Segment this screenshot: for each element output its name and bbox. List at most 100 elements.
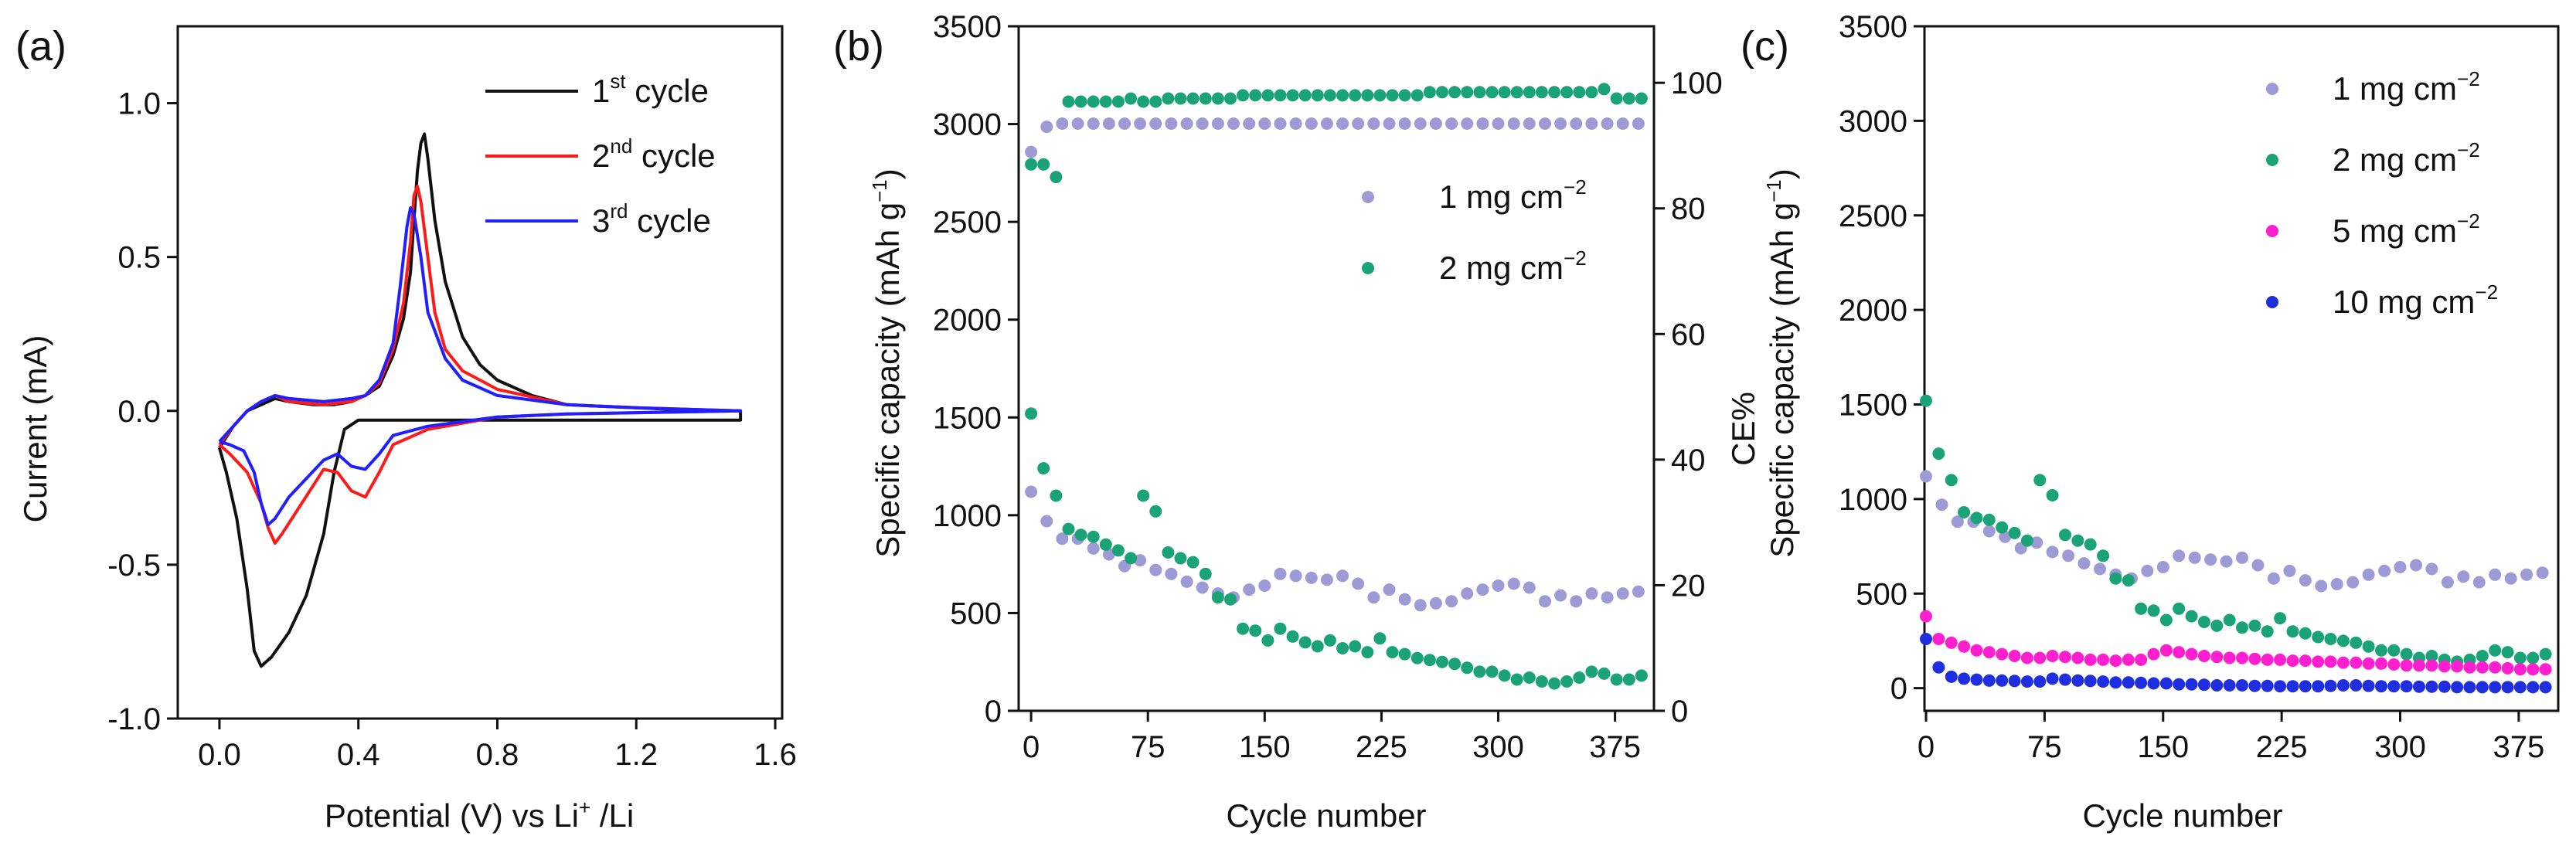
panel-a-plot-frame: [176, 25, 784, 720]
panel-c-point: [2084, 653, 2097, 666]
panel-b-point: [1616, 117, 1629, 130]
panel-c-y-tick-label: 2500: [1839, 199, 1907, 233]
panel-b-point: [1071, 117, 1084, 130]
panel-b-point: [1448, 86, 1462, 99]
panel-c-x-axis-title: Cycle number: [2082, 797, 2282, 834]
panel-c-y-tick-label: 3500: [1839, 10, 1907, 44]
panel-c-point: [1970, 511, 1983, 525]
panel-c-point: [2394, 561, 2407, 573]
panel-b-x-tick-label: 375: [1589, 730, 1641, 764]
panel-b-point: [1635, 92, 1648, 105]
panel-a-series: [217, 132, 743, 668]
panel-c-point: [2410, 559, 2422, 572]
panel-b-y2-axis-title: CE%: [1725, 392, 1761, 466]
panel-b-point: [1336, 117, 1349, 130]
panel-b-point: [1570, 117, 1583, 130]
panel-b-x-tick-label: 225: [1356, 730, 1407, 764]
panel-b-y-tick-label: 1500: [933, 401, 1002, 435]
panel-b-point: [1414, 117, 1427, 130]
panel-c-point: [2122, 676, 2135, 689]
panel-b-point: [1237, 89, 1250, 102]
panel-c-point: [2476, 681, 2489, 694]
panel-c-point: [2236, 679, 2248, 692]
panel-a-series-2nd-cycle: [218, 185, 743, 545]
panel-b-y2-tick-label: 80: [1671, 192, 1706, 226]
panel-a-x-tick-label: 1.6: [754, 738, 797, 772]
panel-a-y-tick-label: -0.5: [107, 549, 161, 583]
panel-c-point: [2122, 653, 2135, 666]
panel-b-point: [1165, 117, 1178, 130]
panel-b-point: [1429, 117, 1442, 130]
panel-b-point: [1548, 677, 1561, 690]
panel-c-point: [2387, 680, 2401, 693]
panel-b-point: [1523, 671, 1536, 684]
panel-b-point: [1305, 117, 1318, 130]
panel-a-legend: 1st cycle 2nd cycle 3rd cycle: [485, 70, 716, 239]
panel-b-point: [1211, 591, 1224, 604]
panel-c-y-tick-label: 2000: [1839, 294, 1907, 328]
panel-b-point: [1473, 86, 1486, 99]
panel-b-point: [1298, 636, 1312, 649]
panel-b-point: [1298, 89, 1312, 102]
panel-c-legend-label: 1 mg cm−2: [2333, 67, 2480, 107]
panel-c-point: [2062, 549, 2075, 562]
panel-a-y-axis-title: Current (mA): [17, 335, 53, 523]
panel-c-point: [2197, 650, 2210, 662]
panel-b-point: [1616, 587, 1629, 600]
panel-b-y2-tick-label: 100: [1671, 66, 1723, 100]
panel-b-x-tick-label: 150: [1239, 730, 1291, 764]
panel-c-y-tick-label: 0: [1890, 672, 1907, 706]
panel-b-point: [1436, 655, 1448, 668]
panel-c-point: [2046, 489, 2059, 501]
panel-c-point: [2173, 678, 2186, 691]
panel-b-point: [1485, 86, 1499, 99]
panel-c-point: [2274, 680, 2287, 693]
panel-b-point: [1249, 89, 1262, 102]
panel-c-point: [2476, 650, 2489, 662]
panel-c-point: [2020, 651, 2033, 664]
panel-b-point: [1492, 117, 1505, 130]
panel-a-axes: 0.0 0.4 0.8 1.2 1.6 -1.0 -0.5 0.0 0.5 1.0: [107, 25, 797, 772]
panel-c-point: [2046, 650, 2059, 662]
panel-b-point: [1062, 95, 1075, 108]
panel-b-point: [1510, 673, 1523, 686]
panel-b-legend-marker: [1362, 191, 1374, 203]
panel-b-point: [1485, 665, 1499, 678]
panel-b-point: [1286, 89, 1299, 102]
panel-b-point: [1383, 583, 1396, 596]
panel-c-point: [2315, 579, 2328, 593]
panel-b-point: [1367, 117, 1380, 130]
panel-c-point: [2220, 555, 2233, 568]
panel-c-x-tick-label: 0: [1918, 730, 1935, 764]
panel-c-point: [2413, 680, 2425, 693]
panel-b-point: [1361, 89, 1374, 102]
panel-b-point: [1025, 158, 1038, 171]
panel-c-point: [2084, 538, 2097, 551]
panel-c-point: [2147, 647, 2160, 661]
panel-c-point: [1945, 636, 1958, 649]
panel-c-point: [2109, 676, 2122, 689]
panel-c-point: [1932, 661, 1945, 674]
panel-b-point: [1598, 83, 1611, 96]
panel-b-point: [1635, 669, 1648, 682]
panel-c-point: [2248, 679, 2261, 692]
panel-b-y-tick-label: 2000: [933, 304, 1002, 338]
panel-c-point: [1920, 610, 1932, 623]
panel-b-point: [1476, 117, 1489, 130]
panel-c-point: [2159, 677, 2173, 690]
panel-c-point: [2375, 680, 2387, 693]
panel-c-point: [2141, 564, 2154, 577]
panel-b-point: [1323, 89, 1336, 102]
panel-c-point: [1945, 474, 1958, 487]
panel-b-point: [1211, 92, 1224, 105]
panel-b-legend: 1 mg cm−2 2 mg cm−2: [1362, 175, 1587, 286]
panel-c-point: [2008, 526, 2021, 539]
panel-c-y-tick-label: 1500: [1839, 389, 1907, 423]
panel-b-point: [1367, 591, 1380, 604]
panel-b-point: [1087, 542, 1100, 555]
panel-b-point: [1224, 593, 1237, 606]
panel-b-point: [1227, 117, 1240, 130]
panel-c-point: [2438, 680, 2451, 693]
panel-b-point: [1062, 522, 1075, 535]
panel-b-x-tick-label: 0: [1023, 730, 1040, 764]
